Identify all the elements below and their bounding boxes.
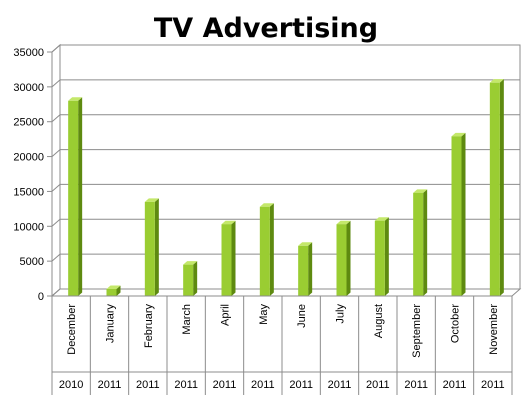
x-tick-label: August [373, 304, 385, 338]
bar [144, 198, 159, 296]
x-year-label: 2011 [366, 379, 390, 391]
bar [413, 189, 428, 296]
bar-front [221, 224, 232, 296]
x-tick-label: May [258, 304, 270, 325]
x-axis: December 2010 January 2011 February 2011 March… [51, 295, 513, 395]
x-tick-label: July [335, 304, 347, 324]
y-axis: 0 5000 10000 15000 20000 25000 30000 35000 [13, 47, 53, 303]
y-tick-label: 25000 [13, 117, 44, 129]
bar-top [68, 97, 83, 101]
bars [68, 79, 504, 296]
bar-side [384, 217, 389, 296]
gridline [51, 253, 520, 262]
x-tick-label: June [296, 304, 308, 328]
bar [489, 79, 504, 296]
bar-side [78, 97, 83, 296]
chart-title: TV Advertising [154, 13, 378, 44]
x-year-label: 2011 [481, 379, 505, 391]
bar-top [144, 198, 159, 202]
y-tick-label: 10000 [13, 221, 44, 233]
y-tick-label: 15000 [13, 186, 44, 198]
gridline [51, 44, 520, 53]
bar-front [336, 224, 347, 296]
x-tick-label: September [411, 304, 423, 358]
x-tick-label: October [450, 304, 462, 343]
x-year-label: 2011 [289, 379, 313, 391]
bar-front [451, 136, 462, 296]
chart-floor [50, 288, 522, 297]
bar-side [499, 79, 504, 296]
gridline [51, 149, 520, 157]
bar [106, 285, 121, 296]
x-year-label: 2011 [443, 379, 467, 391]
bar-top [106, 285, 121, 290]
chart-back-wall [59, 44, 521, 290]
bar-top [451, 132, 466, 137]
y-tick-label: 5000 [20, 256, 44, 268]
bar-top [183, 261, 198, 265]
x-tick-label: February [143, 304, 155, 349]
y-tick-label: 35000 [13, 47, 44, 59]
bar [183, 261, 198, 296]
x-year-label: 2011 [174, 379, 198, 391]
bar-side [231, 220, 236, 296]
bar-front [489, 82, 500, 296]
bar-front [106, 289, 117, 296]
bar [336, 220, 351, 296]
gridline [51, 218, 520, 227]
bar-side [116, 285, 121, 296]
x-year-label: 2011 [98, 379, 122, 391]
bar-front [298, 245, 309, 296]
bar [298, 242, 313, 296]
x-tick-label: April [220, 304, 232, 326]
x-tick-label: December [66, 304, 78, 355]
x-year-label: 2011 [328, 379, 352, 391]
bar-top [413, 189, 428, 193]
bar-side [423, 189, 428, 296]
x-year-label: 2011 [251, 379, 275, 391]
x-tick-label: November [488, 304, 500, 355]
chart-side-wall [51, 43, 61, 298]
bar [374, 217, 389, 296]
gridline [51, 79, 520, 88]
bar-front [259, 206, 270, 296]
y-tick-label: 0 [38, 291, 44, 303]
x-tick-label: January [105, 304, 117, 344]
x-year-label: 2011 [136, 379, 160, 391]
x-year-label: 2011 [213, 379, 237, 391]
bar-front [374, 220, 385, 296]
bar-top [336, 220, 351, 225]
bar-side [308, 242, 313, 296]
bar-top [259, 203, 274, 207]
bar-top [489, 79, 504, 83]
gridline [51, 288, 520, 297]
bar [451, 132, 466, 296]
y-tick-label: 20000 [13, 152, 44, 164]
gridline [51, 183, 520, 192]
bar [68, 97, 83, 296]
bar-side [154, 198, 159, 296]
bar [259, 203, 274, 296]
x-year-label: 2011 [404, 379, 428, 391]
bar-top [298, 242, 313, 246]
bar-front [68, 100, 79, 296]
x-year-label: 2010 [59, 379, 83, 391]
x-tick-label: March [181, 304, 193, 335]
bar-side [269, 203, 274, 296]
bar-front [183, 264, 194, 296]
bar-front [413, 192, 424, 296]
gridline [51, 114, 520, 123]
y-tick-label: 30000 [13, 82, 44, 94]
bar-top [221, 220, 236, 225]
bar-front [144, 201, 155, 296]
bar-top [374, 217, 389, 221]
gridlines [50, 43, 522, 298]
bar-side [346, 220, 351, 296]
bar-side [193, 261, 198, 296]
bar [221, 220, 236, 296]
bar-side [461, 132, 466, 296]
